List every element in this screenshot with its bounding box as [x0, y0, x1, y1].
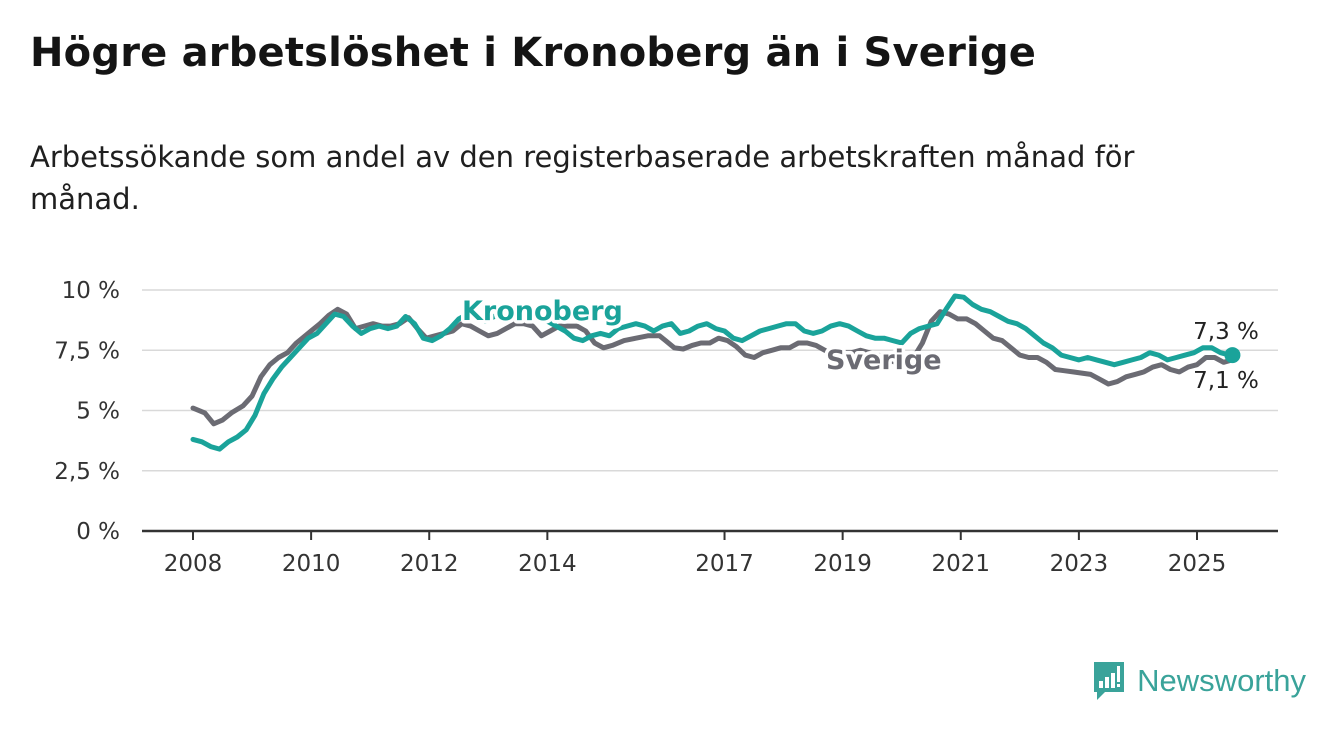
brand-name: Newsworthy	[1137, 663, 1306, 698]
x-tick-label: 2008	[164, 551, 223, 577]
x-tick-label: 2019	[813, 551, 872, 577]
y-axis-ticks: 0 % 2,5 % 5 % 7,5 % 10 %	[54, 278, 120, 545]
brand-logo: Newsworthy	[1091, 660, 1306, 702]
end-point-kronoberg	[1224, 347, 1241, 364]
series-label-sverige: Sverige	[826, 345, 942, 376]
series-labels: Kronoberg Sverige 7,3 % 7,1 %	[459, 293, 1259, 395]
x-axis-ticks: 2008 2010 2012 2014 2017 2019 2021 2023 2025	[142, 529, 1278, 577]
x-tick-label: 2012	[400, 551, 459, 577]
series-label-kronoberg: Kronoberg	[462, 296, 623, 327]
x-tick-label: 2014	[518, 551, 577, 577]
end-label-sverige: 7,1 %	[1193, 368, 1259, 394]
y-tick-label: 0 %	[76, 519, 120, 545]
newsworthy-logo-icon	[1094, 662, 1125, 700]
chart-subtitle: Arbetssökande som andel av den registerb…	[30, 140, 1135, 216]
line-chart: 0 % 2,5 % 5 % 7,5 % 10 % 2008 2010 2012 2014 201…	[54, 278, 1278, 577]
end-label-kronoberg: 7,3 %	[1193, 319, 1259, 345]
y-tick-label: 7,5 %	[54, 338, 120, 364]
y-tick-label: 2,5 %	[54, 459, 120, 485]
x-tick-label: 2010	[282, 551, 341, 577]
chart-title: Högre arbetslöshet i Kronoberg än i Sver…	[30, 30, 1037, 76]
y-tick-label: 5 %	[76, 399, 120, 425]
series-line-sverige	[190, 306, 1235, 427]
x-tick-label: 2017	[695, 551, 754, 577]
series-line-kronoberg	[190, 293, 1235, 452]
x-tick-label: 2023	[1050, 551, 1109, 577]
x-tick-label: 2025	[1168, 551, 1227, 577]
x-tick-label: 2021	[931, 551, 990, 577]
series-lines	[190, 293, 1241, 452]
gridlines	[142, 289, 1278, 472]
y-tick-label: 10 %	[62, 278, 120, 304]
